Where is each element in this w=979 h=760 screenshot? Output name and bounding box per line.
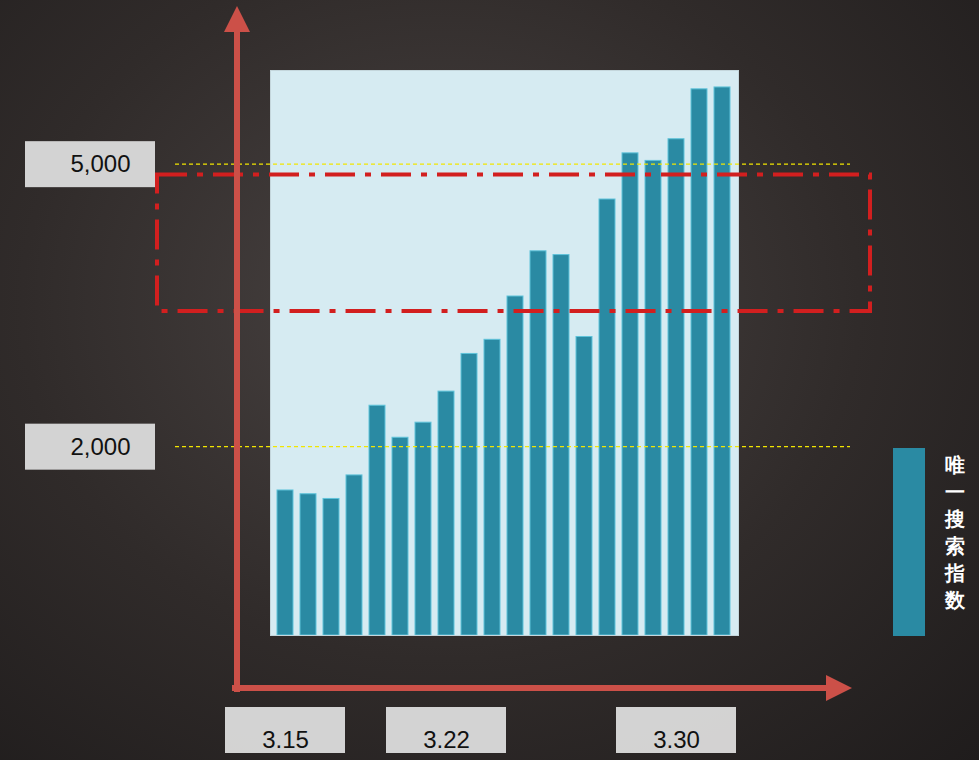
svg-text:2,000: 2,000 <box>70 433 130 460</box>
svg-text:3.22: 3.22 <box>423 726 470 753</box>
svg-text:3.30: 3.30 <box>653 726 700 753</box>
svg-text:3.15: 3.15 <box>262 726 309 753</box>
svg-text:指: 指 <box>944 562 965 584</box>
svg-text:5,000: 5,000 <box>70 150 130 177</box>
svg-text:搜: 搜 <box>944 508 965 530</box>
svg-text:一: 一 <box>945 481 965 503</box>
svg-text:索: 索 <box>945 535 965 557</box>
svg-text:数: 数 <box>944 589 966 611</box>
svg-text:唯: 唯 <box>945 454 965 476</box>
